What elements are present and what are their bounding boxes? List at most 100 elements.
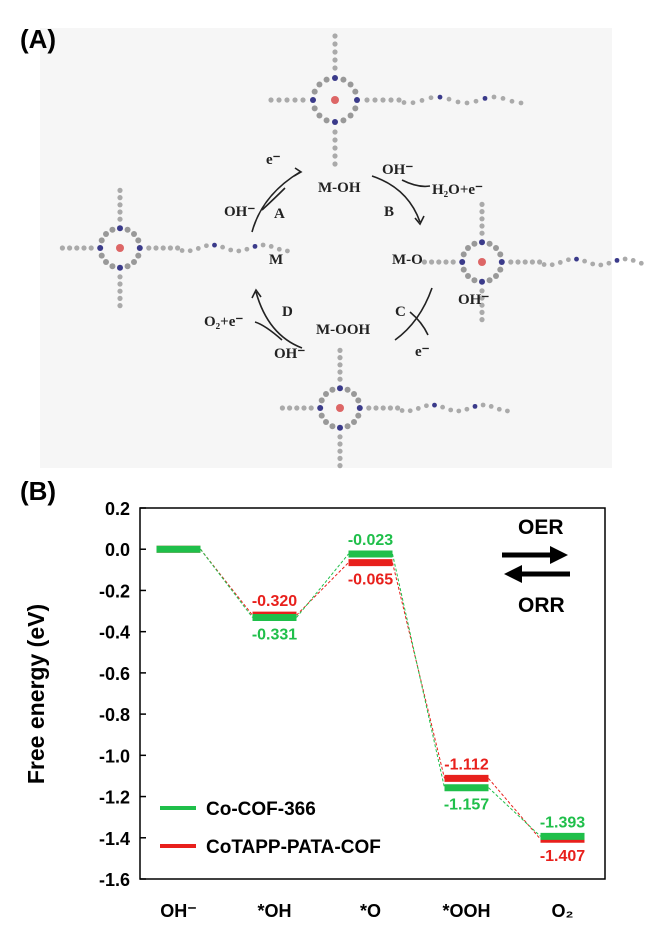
- atom: [356, 405, 363, 411]
- atom: [337, 455, 343, 461]
- atom: [486, 240, 493, 247]
- atom: [323, 117, 330, 124]
- oer-orr-arrows: [502, 546, 570, 583]
- atom: [446, 96, 452, 102]
- arrow-head: [414, 215, 425, 226]
- data-label: -0.320: [252, 593, 297, 610]
- label: OH⁻: [224, 204, 255, 220]
- atom: [322, 390, 329, 397]
- label: M-OOH: [316, 322, 370, 338]
- connector: [200, 548, 253, 616]
- atom: [109, 263, 116, 270]
- label: OH⁻: [274, 346, 305, 362]
- atom: [102, 259, 109, 266]
- atom: [337, 434, 343, 440]
- atom: [294, 405, 300, 411]
- x-tick-label: *OOH: [442, 901, 490, 921]
- atom: [322, 419, 329, 426]
- arrow: [371, 175, 421, 223]
- cycle-arrows: [251, 167, 433, 349]
- atom: [460, 251, 467, 258]
- data-label: -1.407: [540, 848, 585, 865]
- arrow: [261, 187, 286, 211]
- y-tick-label: 0.0: [105, 540, 130, 560]
- atom: [146, 245, 152, 251]
- atom: [472, 403, 478, 409]
- atom: [473, 98, 479, 104]
- atom: [67, 245, 73, 251]
- atom: [424, 403, 429, 409]
- atom: [352, 88, 359, 95]
- atom: [479, 295, 485, 301]
- x-tick-label: *OH: [257, 901, 291, 921]
- atom: [498, 259, 505, 265]
- atom: [117, 195, 123, 201]
- x-tick-label: OH⁻: [160, 901, 197, 921]
- atom: [500, 95, 506, 101]
- atom: [529, 259, 536, 265]
- atom: [329, 423, 336, 430]
- atom: [300, 97, 306, 103]
- atom: [347, 112, 354, 119]
- atom: [450, 259, 456, 265]
- atom: [316, 81, 323, 88]
- atom: [429, 259, 435, 265]
- data-label: -1.112: [444, 756, 489, 773]
- atom: [566, 257, 571, 263]
- atom: [117, 187, 123, 193]
- atom: [318, 397, 325, 404]
- atom: [332, 33, 338, 39]
- atom: [179, 248, 185, 253]
- atom: [153, 245, 159, 251]
- atom: [160, 245, 166, 251]
- atom: [479, 309, 485, 315]
- label: C: [395, 304, 406, 320]
- label: e⁻: [415, 344, 430, 360]
- atom: [279, 405, 285, 411]
- atom: [497, 251, 504, 258]
- atom: [74, 245, 80, 251]
- atom: [479, 239, 485, 246]
- atom: [380, 405, 386, 411]
- atom: [337, 385, 343, 392]
- atom: [332, 161, 338, 167]
- atom: [117, 209, 123, 215]
- atom: [366, 405, 372, 411]
- annotation: OER: [518, 516, 564, 539]
- atom: [332, 65, 338, 71]
- atom: [102, 230, 109, 237]
- atom: [493, 273, 500, 280]
- atom: [464, 273, 471, 280]
- arrow-head: [293, 167, 303, 177]
- atom: [479, 209, 485, 215]
- connector: [392, 562, 445, 779]
- atom: [236, 248, 242, 254]
- atom: [284, 97, 290, 103]
- atom: [135, 252, 142, 259]
- y-tick-label: 0.2: [105, 499, 130, 519]
- atom: [337, 441, 343, 447]
- atom: [337, 347, 343, 353]
- atom: [347, 81, 354, 88]
- atom: [522, 259, 528, 265]
- connector: [488, 778, 541, 840]
- y-tick-label: -1.0: [99, 746, 130, 766]
- label: M-O: [392, 252, 423, 268]
- atom: [98, 252, 105, 259]
- atom: [268, 97, 274, 103]
- atom: [187, 248, 193, 254]
- atom: [276, 246, 282, 252]
- atom: [518, 100, 524, 106]
- legend-label: Co-COF-366: [206, 799, 316, 820]
- arrow-head: [550, 546, 568, 564]
- atom: [337, 448, 343, 454]
- atom: [509, 98, 515, 104]
- atom: [88, 245, 94, 251]
- connector: [296, 553, 349, 618]
- atom: [136, 245, 143, 251]
- atom: [332, 153, 338, 159]
- atom: [332, 129, 338, 135]
- atom: [268, 243, 274, 249]
- atom: [479, 201, 485, 207]
